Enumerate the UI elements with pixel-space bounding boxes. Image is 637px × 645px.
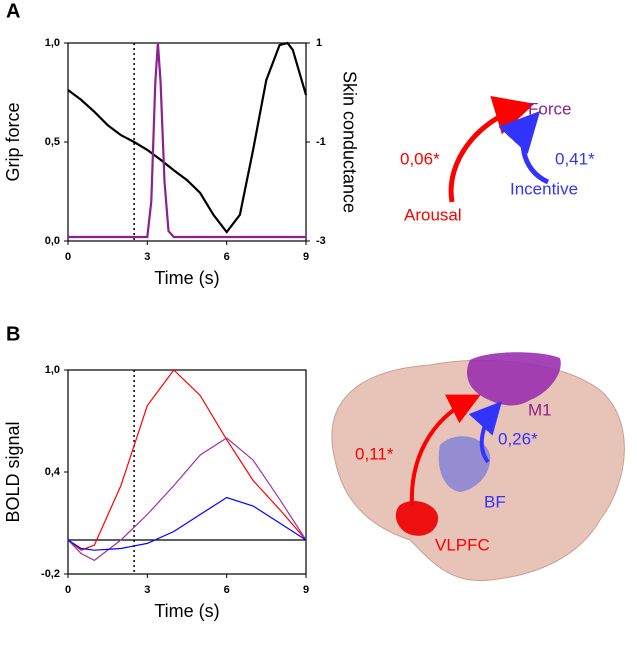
x-tick-label: 6 [224,251,230,263]
plot-frame [67,42,307,242]
y-axis-label: Grip force [3,102,23,181]
y-tick-label: 1,0 [45,364,60,376]
arrow [498,110,550,185]
y-tick-label: 1,0 [45,37,60,49]
region-label: VLPFC [435,535,490,554]
x-tick-label: 0 [65,584,71,596]
plot-frame [67,369,307,575]
region-bf [438,436,491,492]
x-tick-label: 0 [65,251,71,263]
node-label: Arousal [404,205,462,224]
x-tick-label: 3 [144,251,150,263]
y-tick-label: 0,4 [45,466,61,478]
y-tick-label: -0,2 [41,568,60,580]
x-axis-label: Time (s) [154,268,219,288]
panel-label: A [6,0,20,22]
node-label: Incentive [510,179,578,198]
y-axis-label: BOLD signal [3,421,23,522]
weight-label: 0,41* [555,149,595,168]
weight-label: 0,11* [355,444,394,463]
x-tick-label: 9 [303,584,309,596]
y2-tick-label: -3 [316,235,326,247]
y2-tick-label: 1 [316,37,322,49]
region-label: BF [484,492,506,511]
y2-axis-label: Skin conductance [339,71,359,213]
arrow [409,394,481,506]
y-tick-label: 0,5 [45,136,60,148]
x-tick-label: 6 [224,584,230,596]
node-label: Force [528,99,571,118]
weight-label: 0,26* [498,429,538,448]
series-line [67,437,307,562]
series-line [67,369,307,551]
series-line [67,496,307,551]
x-axis-label: Time (s) [154,601,219,621]
arrow [468,401,503,464]
region-vlpfc [395,500,439,536]
y-tick-label: 0,0 [45,235,60,247]
weight-label: 0,06* [400,149,440,168]
region-m1 [467,352,561,406]
x-tick-label: 3 [144,584,150,596]
series-line [67,41,308,234]
region-label: M1 [528,400,552,419]
y2-tick-label: -1 [316,136,326,148]
panel-label: B [6,323,20,345]
x-tick-label: 9 [303,251,309,263]
series-line [68,42,306,239]
